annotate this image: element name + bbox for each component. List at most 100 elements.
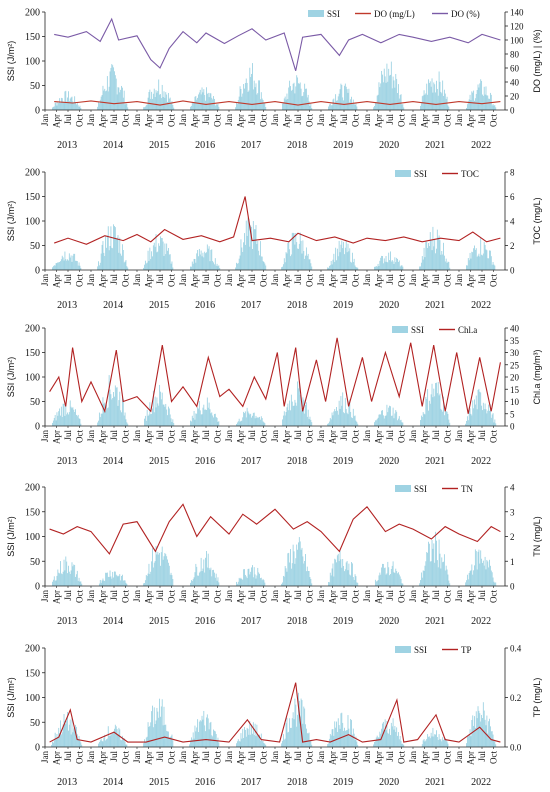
- ssi-bar: [152, 705, 153, 747]
- ssi-bar: [346, 89, 348, 110]
- month-label: Jul: [109, 114, 119, 125]
- ssi-bar: [395, 73, 397, 110]
- ssi-bar: [425, 396, 427, 426]
- month-label: Jul: [293, 751, 303, 762]
- ssi-bar: [171, 261, 173, 270]
- ssi-bar: [309, 416, 311, 426]
- ssi-bar: [76, 734, 78, 747]
- ssi-bar: [105, 740, 107, 747]
- ssi-bar: [216, 417, 218, 426]
- ssi-bar: [478, 253, 480, 270]
- ssi-bar: [206, 244, 208, 270]
- month-label: Jul: [247, 590, 257, 601]
- ssi-bar: [346, 561, 348, 586]
- ssi-bar: [237, 100, 239, 110]
- ssi-bar: [351, 734, 353, 747]
- ssi-bar: [252, 733, 253, 747]
- ssi-bar: [477, 389, 479, 426]
- ssi-bar: [435, 734, 437, 747]
- month-label: Oct: [167, 590, 177, 603]
- ssi-bar: [254, 418, 256, 426]
- ssi-bar: [121, 412, 122, 426]
- ssi-bar: [261, 256, 263, 270]
- ssi-bar: [192, 263, 194, 270]
- ssi-bar: [398, 260, 400, 270]
- month-label: Oct: [305, 590, 315, 603]
- ssi-bar: [354, 739, 356, 747]
- ssi-bar: [216, 580, 218, 586]
- ssi-bar: [300, 410, 302, 426]
- month-label: Apr: [52, 114, 62, 128]
- ssi-bar: [214, 413, 216, 426]
- month-label: Jul: [155, 274, 165, 285]
- ssi-bar: [333, 576, 335, 586]
- ssi-bar: [167, 562, 169, 586]
- ssi-bar: [123, 738, 125, 747]
- ssi-bar: [219, 267, 221, 270]
- ssi-bar: [356, 741, 358, 747]
- year-label: 2019: [333, 456, 353, 467]
- ssi-bar: [116, 237, 118, 270]
- right-tick-label: 4: [510, 217, 515, 227]
- ssi-bar: [57, 262, 59, 270]
- ssi-bar: [192, 102, 194, 110]
- ssi-bar: [242, 417, 244, 426]
- month-label: Oct: [259, 114, 269, 127]
- ssi-bar: [100, 96, 102, 110]
- month-label: Oct: [351, 430, 361, 443]
- ssi-bar: [200, 414, 202, 426]
- ssi-bar: [81, 583, 83, 586]
- ssi-bar: [239, 741, 241, 747]
- right-tick-label: 15: [510, 385, 520, 395]
- ssi-bar: [161, 84, 163, 110]
- ssi-bar: [152, 567, 154, 586]
- ssi-bar: [119, 237, 121, 270]
- ssi-bar: [328, 423, 329, 426]
- ssi-bar: [126, 744, 128, 747]
- ssi-bar: [102, 241, 104, 270]
- ssi-bar: [488, 567, 490, 586]
- ssi-bar: [158, 243, 160, 270]
- ssi-bar: [73, 564, 75, 586]
- ssi-bar: [468, 410, 470, 426]
- ssi-bar: [241, 578, 243, 586]
- ssi-bar: [334, 409, 336, 426]
- month-label: Apr: [328, 274, 338, 288]
- year-label: 2021: [425, 140, 445, 151]
- ssi-bar: [256, 417, 258, 426]
- legend-label: Chl.a: [458, 325, 477, 335]
- ssi-bar: [301, 700, 303, 747]
- ssi-bar: [148, 414, 150, 426]
- year-label: 2022: [471, 616, 491, 627]
- month-label: Jul: [155, 590, 165, 601]
- ssi-bar: [209, 722, 211, 747]
- ssi-bar: [147, 250, 149, 270]
- month-label: Jan: [86, 274, 96, 286]
- ssi-bar: [147, 722, 149, 747]
- ssi-bar: [124, 741, 126, 747]
- ssi-bar: [143, 267, 145, 270]
- ssi-bar: [170, 572, 172, 586]
- ssi-bar: [54, 102, 56, 110]
- ssi-bar: [446, 262, 448, 270]
- ssi-bar: [76, 570, 78, 586]
- ssi-bar: [487, 733, 489, 747]
- ssi-bar: [335, 94, 337, 110]
- ssi-bar: [383, 68, 385, 110]
- ssi-bar: [111, 578, 113, 586]
- ssi-bar: [424, 414, 426, 426]
- ssi-bar: [258, 735, 260, 747]
- right-axis-title: TOC (mg/L): [532, 197, 542, 244]
- ssi-bar: [300, 88, 302, 110]
- ssi-bar: [110, 394, 112, 426]
- ssi-bar: [430, 394, 432, 426]
- ssi-bar: [260, 416, 262, 426]
- ssi-bar: [255, 736, 257, 747]
- ssi-bar: [345, 240, 347, 270]
- ssi-bar: [426, 552, 428, 586]
- month-label: Apr: [52, 751, 62, 765]
- month-label: Jan: [270, 590, 280, 602]
- ssi-bar: [57, 415, 59, 426]
- ssi-bar: [439, 393, 441, 426]
- ssi-bar: [347, 243, 349, 270]
